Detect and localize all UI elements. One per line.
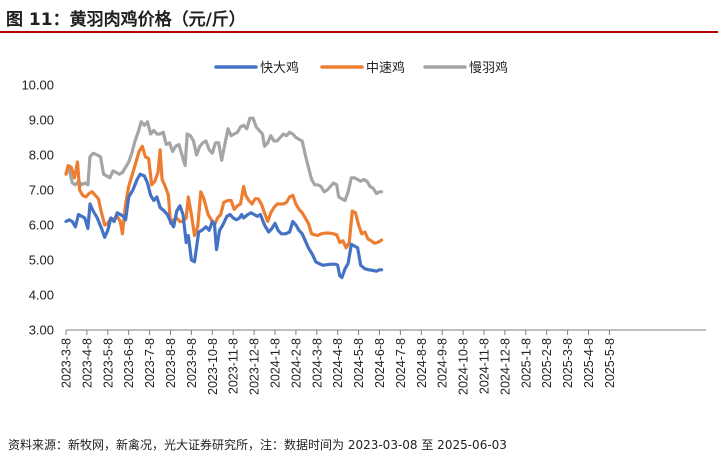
y-tick-label: 8.00 — [29, 148, 54, 163]
x-tick-label: 2024-2-8 — [289, 338, 303, 388]
x-tick-label: 2024-3-8 — [310, 338, 324, 388]
x-tick-label: 2023-9-8 — [185, 338, 199, 388]
x-tick-label: 2024-11-8 — [478, 338, 492, 394]
x-tick-label: 2024-9-8 — [436, 338, 450, 388]
y-tick-label: 5.00 — [29, 253, 54, 268]
series-line-1 — [64, 172, 384, 280]
x-tick-label: 2023-7-8 — [143, 338, 157, 388]
y-tick-label: 10.00 — [21, 78, 54, 93]
x-tick-label: 2023-6-8 — [122, 338, 136, 388]
x-tick-label: 2023-11-8 — [227, 338, 241, 394]
title-divider — [0, 31, 718, 33]
chart-title: 图 11：黄羽肉鸡价格（元/斤） — [6, 10, 246, 30]
x-tick-label: 2024-8-8 — [415, 338, 429, 388]
y-tick-label: 3.00 — [29, 323, 54, 338]
y-tick-label: 7.00 — [29, 183, 54, 198]
legend-label-1: 快大鸡 — [260, 60, 299, 76]
x-tick-label: 2025-3-8 — [561, 338, 575, 388]
source-note: 资料来源：新牧网，新禽况，光大证券研究所，注：数据时间为 2023-03-08 … — [8, 438, 507, 452]
x-tick-label: 2023-5-8 — [101, 338, 115, 388]
x-tick-label: 2023-12-8 — [248, 338, 262, 395]
y-tick-label: 9.00 — [29, 113, 54, 128]
x-tick-label: 2024-4-8 — [331, 338, 345, 388]
y-tick-label: 4.00 — [29, 288, 54, 303]
x-tick-label: 2024-6-8 — [373, 338, 387, 388]
x-tick-label: 2023-10-8 — [206, 338, 220, 395]
x-tick-label: 2025-5-8 — [603, 338, 617, 388]
x-tick-label: 2023-8-8 — [164, 338, 178, 388]
x-tick-label: 2025-2-8 — [540, 338, 554, 388]
series-line-2 — [64, 144, 384, 250]
legend-label-3: 慢羽鸡 — [469, 60, 508, 76]
x-tick-label: 2024-10-8 — [457, 338, 471, 395]
x-tick-label: 2023-4-8 — [80, 338, 94, 388]
x-tick-label: 2024-7-8 — [394, 338, 408, 388]
x-tick-label: 2025-4-8 — [582, 338, 596, 388]
legend-label-2: 中速鸡 — [366, 60, 405, 76]
x-tick-label: 2024-12-8 — [498, 338, 512, 395]
x-tick-label: 2024-5-8 — [352, 338, 366, 388]
x-tick-label: 2024-1-8 — [269, 338, 283, 388]
y-tick-label: 6.00 — [29, 218, 54, 233]
series-line-3 — [64, 116, 384, 203]
title-bar: 图 11：黄羽肉鸡价格（元/斤） — [0, 0, 718, 31]
x-tick-label: 2023-3-8 — [60, 338, 74, 388]
x-tick-label: 2025-1-8 — [519, 338, 533, 388]
